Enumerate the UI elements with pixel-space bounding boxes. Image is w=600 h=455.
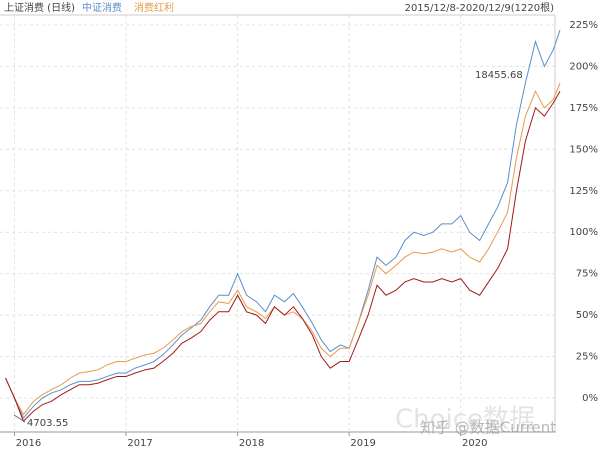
- y-tick-label: 100%: [569, 227, 598, 238]
- legend-item: 上证消费 (日线): [4, 1, 75, 14]
- legend-item: 中证消费: [82, 1, 122, 14]
- x-tick-label: 2018: [239, 438, 264, 449]
- date-range: 2015/12/8-2020/12/9(1220根): [405, 1, 555, 14]
- legend-item: 消费红利: [134, 1, 174, 14]
- series-line: [5, 29, 561, 419]
- y-tick-label: 225%: [569, 20, 598, 31]
- watermark: 知乎 @数据Current: [420, 419, 556, 437]
- series-line: [5, 82, 561, 416]
- annotation-pointer: [13, 414, 26, 423]
- y-tick-label: 175%: [569, 103, 598, 114]
- annotation: 4703.55: [27, 418, 68, 429]
- x-tick-label: 2016: [16, 438, 41, 449]
- y-tick-label: 50%: [576, 310, 598, 321]
- x-tick-label: 2019: [350, 438, 375, 449]
- y-tick-label: 200%: [569, 61, 598, 72]
- y-tick-label: 125%: [569, 186, 598, 197]
- series-line: [5, 91, 561, 423]
- x-tick-label: 2017: [127, 438, 152, 449]
- watermark: Choice数据: [395, 405, 535, 435]
- x-tick-label: 2020: [462, 438, 487, 449]
- annotation: 18455.68: [475, 70, 523, 81]
- y-tick-label: 75%: [576, 269, 598, 280]
- y-tick-label: 0%: [582, 393, 598, 404]
- y-tick-label: 25%: [576, 352, 598, 363]
- y-tick-label: 150%: [569, 144, 598, 155]
